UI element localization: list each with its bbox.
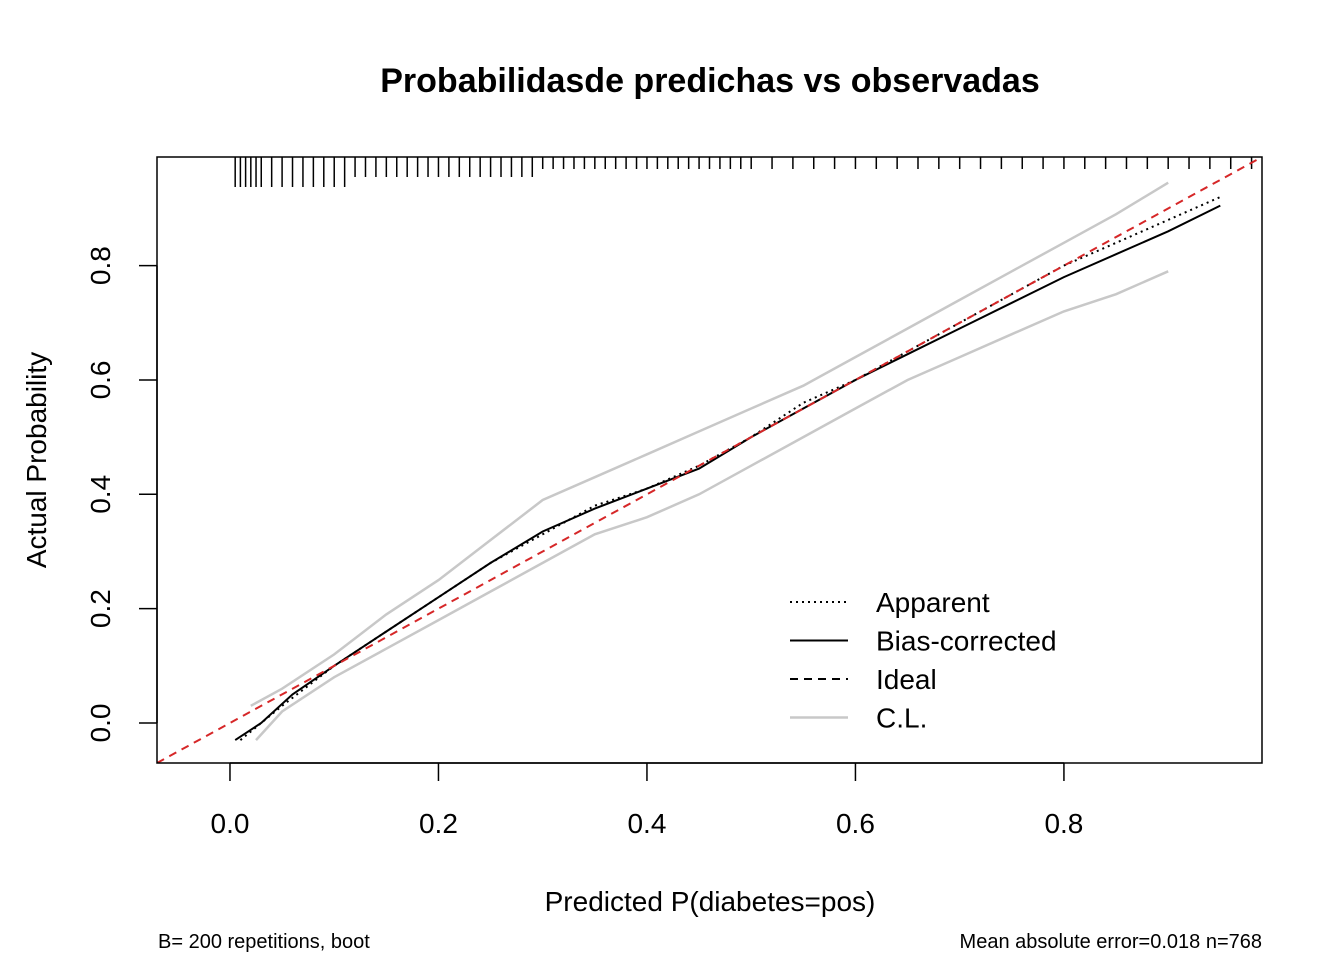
legend-label-c-l: C.L. [876,703,927,734]
y-axis-label: Actual Probability [21,352,52,568]
x-tick-label: 0.8 [1044,808,1083,839]
plot-area: 0.0 0.2 0.4 0.6 0.8 0.0 0.2 0.4 0.6 0.8 [85,156,1263,839]
chart-title: Probabilidasde predichas vs observadas [380,62,1040,100]
x-tick-label: 0.6 [836,808,875,839]
legend-label-bias-corrected: Bias-corrected [876,626,1057,657]
footnote-left: B= 200 repetitions, boot [158,931,370,953]
legend: Apparent Bias-corrected Ideal C.L. [790,587,1057,734]
x-tick-label: 0.0 [211,808,250,839]
footnote-right: Mean absolute error=0.018 n=768 [960,931,1262,953]
legend-label-ideal: Ideal [876,664,937,695]
series-line-c-l-lower [255,270,1169,741]
x-tick-label: 0.2 [419,808,458,839]
y-tick-label: 0.2 [85,589,116,628]
y-tick-label: 0.0 [85,704,116,743]
series-line-c-l-upper [250,181,1169,707]
y-tick-label: 0.4 [85,475,116,514]
legend-label-apparent: Apparent [876,587,990,618]
y-tick-label: 0.6 [85,360,116,399]
series-group [157,157,1262,763]
series-line-apparent [239,196,1221,741]
series-line-ideal [157,157,1262,763]
y-tick-label: 0.8 [85,246,116,285]
series-line-bias-corrected [234,204,1221,741]
x-axis-label: Predicted P(diabetes=pos) [545,886,876,917]
x-tick-label: 0.4 [627,808,666,839]
